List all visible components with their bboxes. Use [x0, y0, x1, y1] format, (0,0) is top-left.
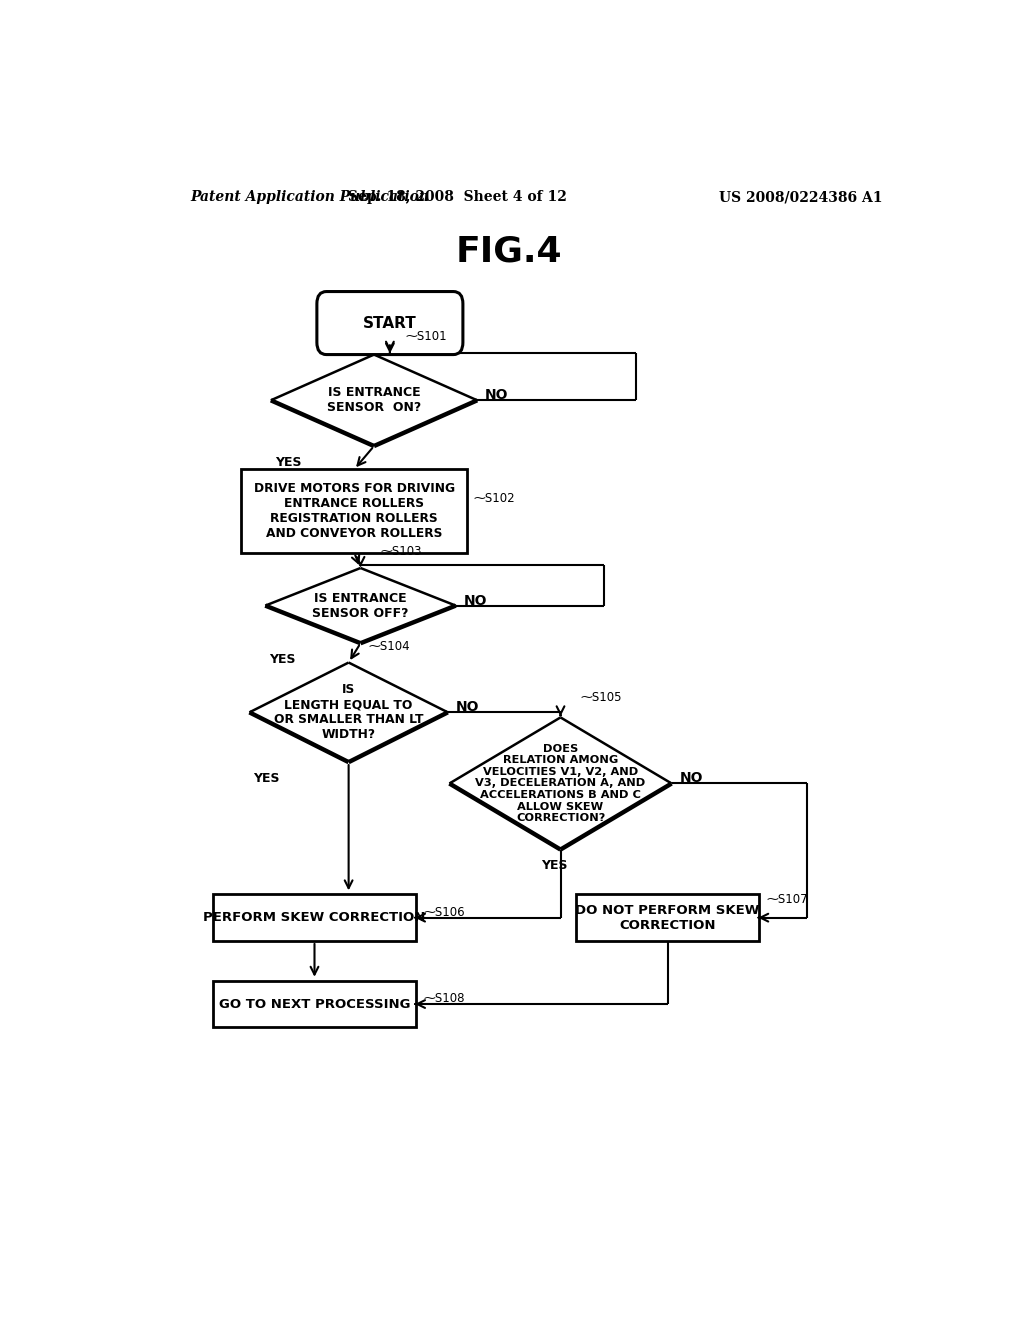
- Text: YES: YES: [541, 859, 567, 873]
- Text: YES: YES: [274, 455, 301, 469]
- Bar: [213, 981, 416, 1027]
- Text: ⁓S108: ⁓S108: [424, 993, 465, 1006]
- Text: ⁓S103: ⁓S103: [380, 545, 422, 558]
- Text: IS ENTRANCE
SENSOR  ON?: IS ENTRANCE SENSOR ON?: [327, 387, 421, 414]
- Text: US 2008/0224386 A1: US 2008/0224386 A1: [719, 190, 883, 205]
- Text: Patent Application Publication: Patent Application Publication: [189, 190, 429, 205]
- Bar: [213, 894, 416, 941]
- Text: ⁓S102: ⁓S102: [474, 492, 515, 506]
- FancyBboxPatch shape: [316, 292, 463, 355]
- Text: ⁓S107: ⁓S107: [767, 892, 809, 906]
- Text: NO: NO: [680, 771, 703, 785]
- Text: DRIVE MOTORS FOR DRIVING
ENTRANCE ROLLERS
REGISTRATION ROLLERS
AND CONVEYOR ROLL: DRIVE MOTORS FOR DRIVING ENTRANCE ROLLER…: [254, 482, 455, 540]
- Text: ⁓S105: ⁓S105: [581, 690, 622, 704]
- Text: PERFORM SKEW CORRECTION: PERFORM SKEW CORRECTION: [204, 911, 426, 924]
- Text: GO TO NEXT PROCESSING: GO TO NEXT PROCESSING: [219, 998, 411, 1011]
- Text: NO: NO: [485, 388, 509, 403]
- Text: FIG.4: FIG.4: [456, 235, 562, 269]
- Text: YES: YES: [253, 772, 280, 785]
- Text: IS ENTRANCE
SENSOR OFF?: IS ENTRANCE SENSOR OFF?: [312, 591, 409, 619]
- Text: ⁓S101: ⁓S101: [406, 330, 447, 343]
- Text: ⁓S106: ⁓S106: [424, 906, 465, 919]
- Text: ⁓S104: ⁓S104: [369, 640, 410, 653]
- Text: NO: NO: [456, 700, 479, 714]
- Text: YES: YES: [269, 653, 296, 667]
- Text: NO: NO: [464, 594, 487, 607]
- Bar: [241, 470, 467, 553]
- Text: DO NOT PERFORM SKEW
CORRECTION: DO NOT PERFORM SKEW CORRECTION: [575, 904, 760, 932]
- Text: DOES
RELATION AMONG
VELOCITIES V1, V2, AND
V3, DECELERATION A, AND
ACCELERATIONS: DOES RELATION AMONG VELOCITIES V1, V2, A…: [475, 743, 646, 824]
- Bar: [577, 894, 759, 941]
- Text: Sep. 18, 2008  Sheet 4 of 12: Sep. 18, 2008 Sheet 4 of 12: [348, 190, 566, 205]
- Text: START: START: [364, 315, 417, 330]
- Text: IS
LENGTH EQUAL TO
OR SMALLER THAN LT
WIDTH?: IS LENGTH EQUAL TO OR SMALLER THAN LT WI…: [273, 684, 423, 742]
